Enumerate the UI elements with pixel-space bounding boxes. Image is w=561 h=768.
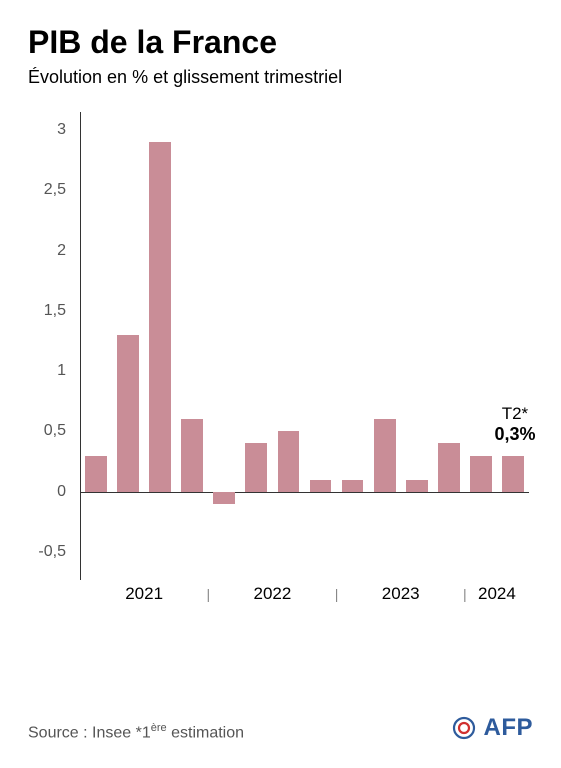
bar	[342, 480, 364, 492]
chart-title: PIB de la France	[28, 24, 533, 61]
bar	[310, 480, 332, 492]
chart-area: -0,500,511,522,53 T2* 0,3% 2021|2022|202…	[28, 112, 533, 632]
source-suffix: estimation	[167, 724, 244, 741]
y-axis-labels: -0,5 0 0,5 1 1,5 2 2,5 3	[28, 112, 74, 580]
bar	[374, 419, 396, 491]
bar	[278, 431, 300, 491]
x-year-separator: |	[335, 586, 339, 602]
source-sup: ère	[151, 722, 167, 734]
bar	[117, 335, 139, 492]
bar	[245, 443, 267, 491]
afp-logo: AFP	[450, 714, 534, 742]
x-axis-line	[80, 492, 529, 493]
x-year-separator: |	[463, 586, 467, 602]
y-tick-label: 0	[57, 483, 66, 501]
x-year-label: 2023	[382, 584, 420, 604]
bar	[181, 419, 203, 491]
x-axis-labels: 2021 | 2022 | 2023 | 2024	[80, 584, 529, 614]
bar	[213, 492, 235, 504]
y-tick-label: -0,5	[38, 543, 66, 561]
source-text: Source : Insee *1ère estimation	[28, 722, 244, 742]
callout-value: 0,3%	[485, 424, 545, 445]
y-tick-label: 0,5	[44, 422, 66, 440]
y-tick-label: 1	[57, 362, 66, 380]
bar	[406, 480, 428, 492]
bar	[502, 456, 524, 492]
afp-logo-text: AFP	[484, 714, 534, 742]
bar	[149, 142, 171, 492]
callout-label: T2*	[485, 404, 545, 424]
callout-last-bar: T2* 0,3%	[485, 404, 545, 445]
y-tick-label: 3	[57, 121, 66, 139]
y-tick-label: 2	[57, 242, 66, 260]
footer: Source : Insee *1ère estimation AFP	[28, 714, 533, 742]
x-year-label: 2024	[478, 584, 516, 604]
y-tick-label: 2,5	[44, 181, 66, 199]
x-year-separator: |	[206, 586, 210, 602]
source-prefix: Source : Insee *1	[28, 724, 151, 741]
bar	[85, 456, 107, 492]
x-year-label: 2022	[254, 584, 292, 604]
chart-subtitle: Évolution en % et glissement trimestriel	[28, 67, 533, 88]
afp-logo-icon	[450, 714, 478, 742]
plot-area: T2* 0,3%	[80, 112, 529, 580]
x-year-label: 2021	[125, 584, 163, 604]
y-axis-line	[80, 112, 81, 580]
y-tick-label: 1,5	[44, 302, 66, 320]
bar	[470, 456, 492, 492]
bar	[438, 443, 460, 491]
